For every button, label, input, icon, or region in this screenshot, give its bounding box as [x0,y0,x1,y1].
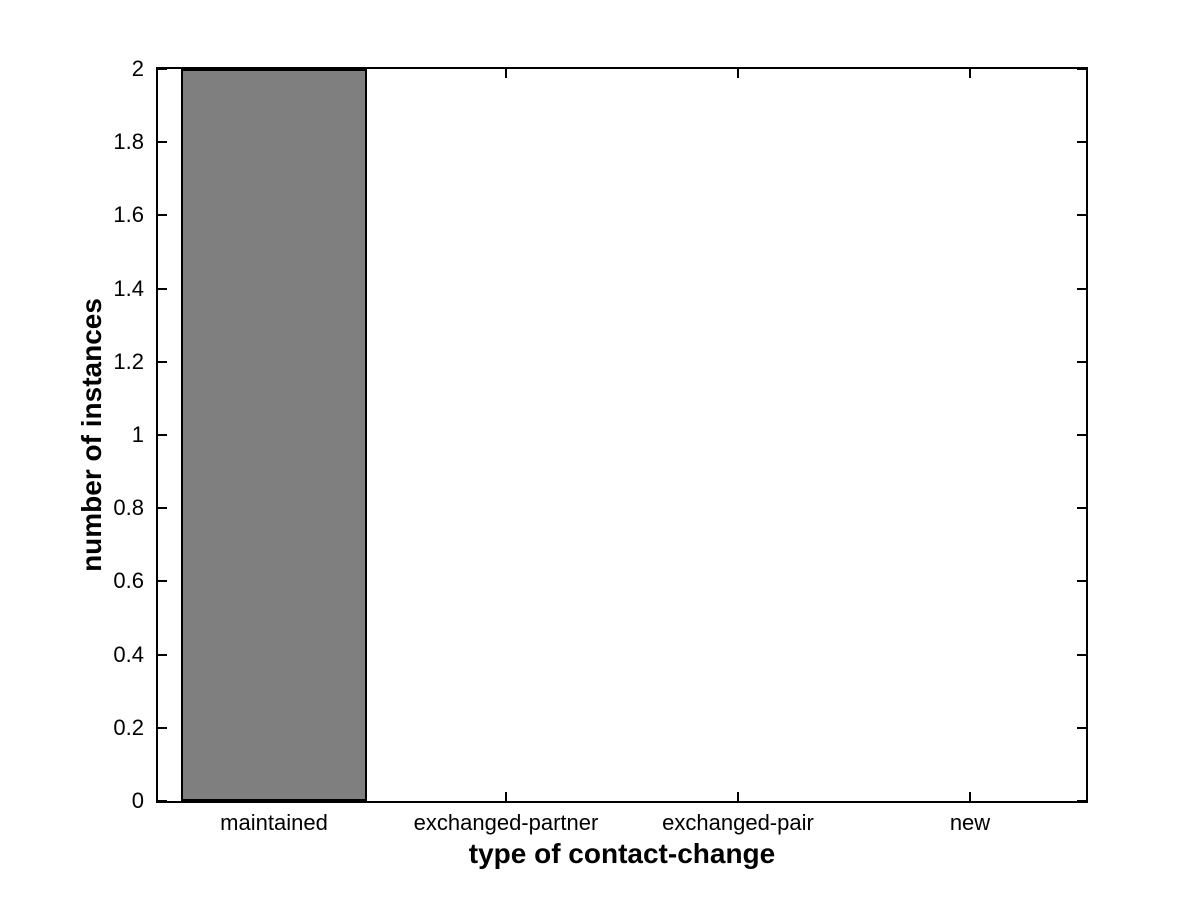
x-axis-label: type of contact-change [468,838,776,869]
y-tick-mark [158,726,167,729]
x-tick-mark [969,792,971,801]
plot-area [156,67,1088,803]
y-tick-mark [158,214,167,217]
x-tick-mark [737,792,739,801]
x-tick-mark-top [505,69,507,78]
y-tick-mark [158,360,167,363]
y-tick-label: 0.4 [113,641,144,667]
y-tick-mark [158,653,167,656]
x-tick-mark-top [969,69,971,78]
x-tick-label: maintained [220,810,328,835]
x-tick-label: exchanged-pair [662,810,814,835]
y-tick-label: 0 [131,788,144,813]
y-tick-label: 0.6 [113,568,144,594]
y-tick-mark-right [1077,360,1086,363]
x-tick-label: exchanged-partner [413,810,599,835]
y-tick-mark-right [1077,434,1086,436]
bar-maintained [181,69,367,801]
y-tick-mark [158,580,167,583]
y-tick-label: 1.8 [113,129,144,155]
y-tick-mark [158,434,167,436]
y-tick-mark-right [1077,287,1086,290]
x-tick-mark-top [737,69,739,78]
y-tick-mark-right [1077,214,1086,217]
y-tick-label: 0.2 [113,714,144,740]
x-tick-mark [505,792,507,801]
y-tick-mark [158,141,167,144]
y-tick-mark-right [1077,141,1086,144]
y-tick-mark-right [1077,653,1086,656]
y-tick-mark-right [1077,580,1086,583]
y-tick-mark [158,287,167,290]
y-tick-mark [158,800,167,802]
y-tick-label: 1.4 [113,275,144,301]
y-tick-mark-right [1077,726,1086,729]
y-tick-mark-right [1077,68,1086,70]
y-tick-label: 1.2 [113,348,144,374]
y-tick-mark [158,68,167,70]
y-tick-mark-right [1077,507,1086,510]
y-tick-label: 1.6 [113,202,144,228]
y-tick-mark [158,507,167,510]
y-tick-label: 2 [131,56,144,81]
y-tick-label: 1 [131,422,144,447]
x-tick-label: new [949,810,991,835]
y-tick-label: 0.8 [113,495,144,521]
y-tick-mark-right [1077,800,1086,802]
